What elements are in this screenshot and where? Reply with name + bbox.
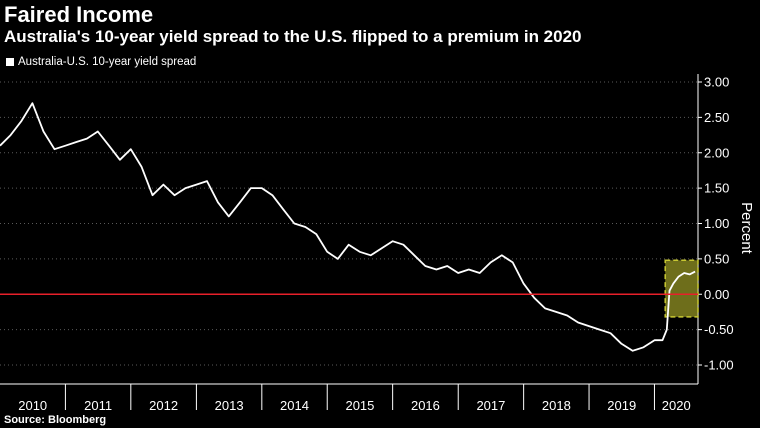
y-tick-label: 2.50 — [704, 110, 729, 125]
x-tick-label: 2012 — [149, 398, 178, 413]
y-tick-label: 3.00 — [704, 75, 729, 90]
chart-title: Faired Income — [4, 2, 154, 27]
x-tick-label: 2017 — [476, 398, 505, 413]
chart-subtitle: Australia's 10-year yield spread to the … — [4, 27, 582, 46]
x-tick-label: 2014 — [280, 398, 309, 413]
x-tick-label: 2015 — [345, 398, 374, 413]
source-note: Source: Bloomberg — [4, 414, 107, 426]
x-tick-label: 2020 — [662, 398, 691, 413]
y-tick-label: 2.00 — [704, 145, 729, 160]
x-tick-label: 2018 — [542, 398, 571, 413]
highlight-box — [664, 259, 699, 318]
legend: Australia-U.S. 10-year yield spread — [6, 56, 196, 68]
x-tick-label: 2013 — [215, 398, 244, 413]
legend-swatch — [6, 58, 14, 66]
y-tick-label: 1.00 — [704, 216, 729, 231]
x-tick-label: 2011 — [84, 398, 112, 413]
legend-label: Australia-U.S. 10-year yield spread — [18, 56, 197, 68]
y-tick-label: 0.00 — [704, 287, 729, 302]
series-line — [0, 102, 696, 352]
x-tick-label: 2016 — [411, 398, 440, 413]
y-tick-label: -1.00 — [704, 358, 734, 373]
y-axis-title: Percent — [738, 202, 755, 255]
x-tick-label: 2010 — [18, 398, 47, 413]
y-tick-label: 1.50 — [704, 181, 729, 196]
y-tick-label: 0.50 — [704, 251, 729, 266]
x-tick-label: 2019 — [607, 398, 636, 413]
y-tick-label: -0.50 — [704, 322, 734, 337]
